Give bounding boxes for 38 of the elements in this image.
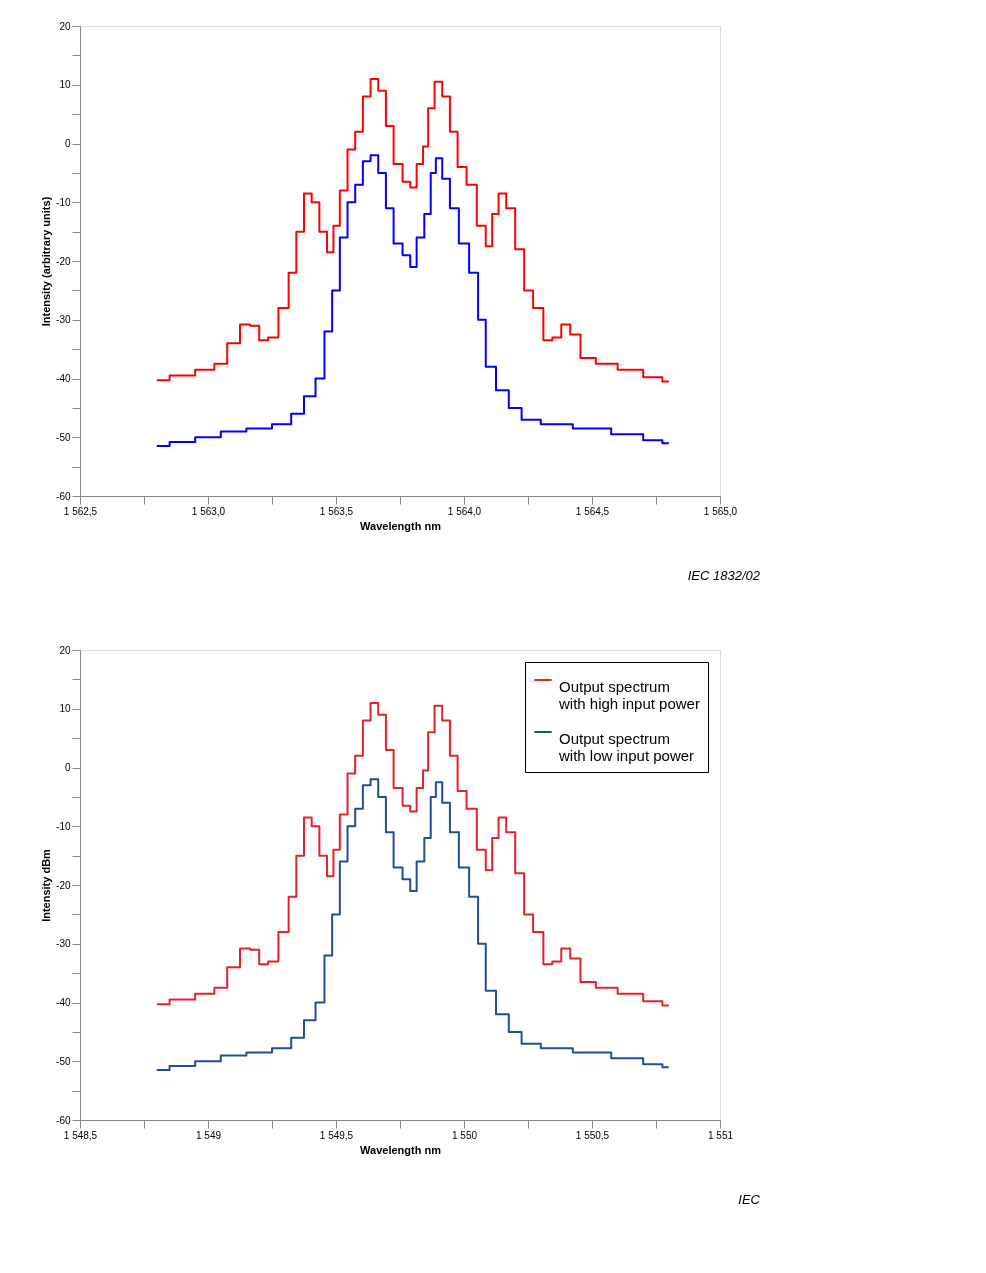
x-axis-title: Wavelength nm — [360, 1143, 442, 1156]
x-tick-label: 1 565,0 — [703, 505, 738, 517]
x-tick-label: 1 564,5 — [575, 505, 610, 517]
y-tick-label: -30 — [56, 938, 71, 950]
y-tick-label: -60 — [56, 490, 71, 502]
x-tick-label: 1 562,5 — [63, 505, 98, 517]
legend-label: Output spectrum with high input power — [558, 678, 700, 712]
y-tick-label: 20 — [59, 20, 71, 32]
x-tick-label: 1 549,5 — [319, 1129, 354, 1141]
y-tick-label: 20 — [59, 644, 71, 656]
y-tick-label: -40 — [56, 373, 71, 384]
y-tick-label: -60 — [56, 1114, 71, 1126]
y-tick-label: -50 — [56, 431, 71, 443]
y-tick-label: -10 — [56, 196, 71, 208]
y-tick-label: -20 — [56, 255, 71, 267]
y-tick-label: 0 — [64, 762, 71, 773]
y-tick-label: 0 — [64, 138, 71, 149]
x-axis-title: Wavelength nm — [360, 519, 442, 532]
y-axis-title: Intensity (arbitrary units) — [40, 196, 53, 327]
x-tick-label: 1 564,0 — [447, 505, 482, 517]
x-tick-label: 1 549 — [195, 1129, 222, 1141]
y-tick-label: -40 — [56, 997, 71, 1008]
x-tick-label: 1 550,5 — [575, 1129, 610, 1141]
y-axis-title: Intensity dBm — [40, 848, 53, 922]
y-tick-label: 10 — [59, 79, 71, 91]
x-tick-label: 1 563,5 — [319, 505, 354, 517]
y-tick-label: -50 — [56, 1055, 71, 1067]
legend-label: Output spectrum with low input power — [558, 730, 695, 764]
y-tick-label: -10 — [56, 820, 71, 832]
x-tick-label: 1 563,0 — [191, 505, 226, 517]
text: IEC 1832/02 — [687, 568, 761, 583]
text: IEC — [738, 1192, 761, 1207]
y-tick-label: -30 — [56, 314, 71, 326]
x-tick-label: 1 550 — [451, 1129, 478, 1141]
y-tick-label: -20 — [56, 879, 71, 891]
y-tick-label: 10 — [59, 703, 71, 715]
x-tick-label: 1 548,5 — [63, 1129, 98, 1141]
x-tick-label: 1 551 — [707, 1129, 734, 1141]
